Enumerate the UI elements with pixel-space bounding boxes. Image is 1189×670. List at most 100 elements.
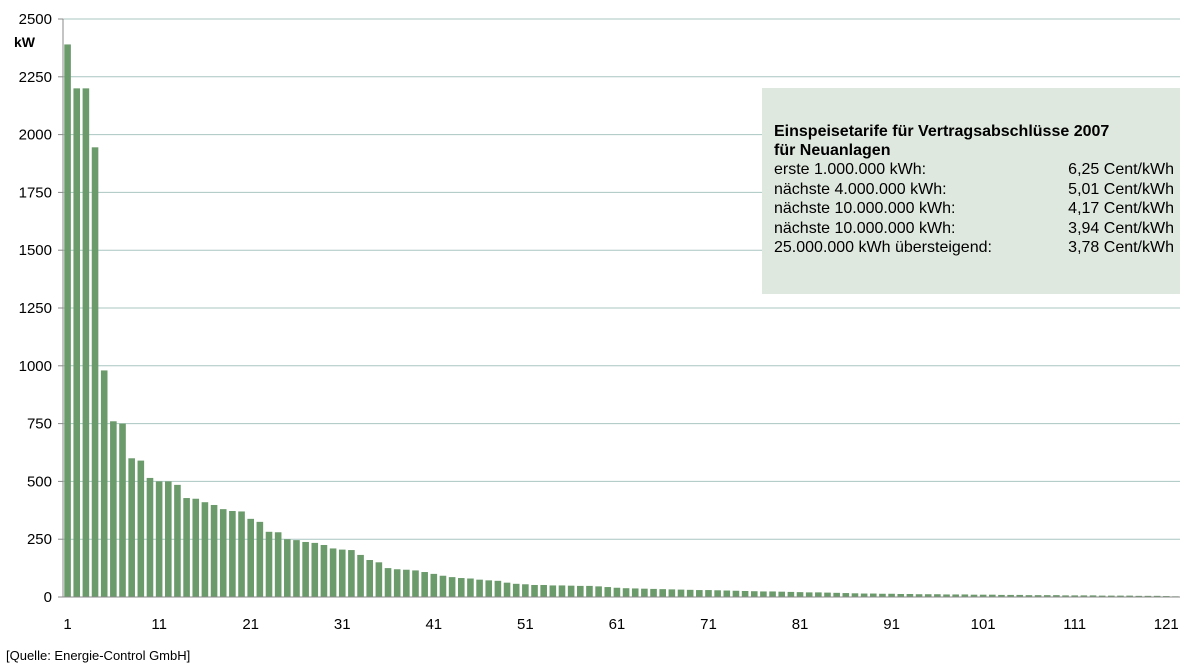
bar <box>750 591 758 597</box>
bar <box>293 540 300 597</box>
tariff-label: nächste 10.000.000 kWh: <box>774 219 956 237</box>
bar <box>210 504 218 597</box>
tariff-legend: Einspeisetarife für Vertragsabschlüsse 2… <box>762 88 1180 294</box>
tariff-rate: 3,78 Cent/kWh <box>1068 239 1174 256</box>
tariff-row: erste 1.000.000 kWh: 6,25 Cent/kWh <box>774 160 1180 180</box>
bar <box>1135 595 1143 597</box>
bar <box>375 562 383 597</box>
x-tick-label: 101 <box>971 616 996 633</box>
bar <box>769 591 776 597</box>
bar <box>879 593 886 597</box>
bar <box>998 594 1005 597</box>
x-tick-label: 51 <box>517 616 534 633</box>
x-tick-label: 91 <box>883 616 900 633</box>
bar <box>247 518 254 597</box>
bar <box>952 594 959 597</box>
tariff-row: nächste 10.000.000 kWh: 4,17 Cent/kWh <box>774 199 1180 219</box>
bar <box>174 484 181 597</box>
bar <box>274 532 282 597</box>
bar <box>119 423 126 597</box>
y-tick-label: 1250 <box>19 300 52 317</box>
bar <box>924 594 932 597</box>
bar <box>512 583 520 597</box>
bar <box>677 589 685 597</box>
bar <box>1144 595 1152 597</box>
y-tick-label: 1500 <box>19 242 52 259</box>
y-tick-label: 0 <box>44 589 52 606</box>
tariff-rate: 6,25 Cent/kWh <box>1068 161 1174 178</box>
bar <box>137 460 145 597</box>
bar <box>503 582 511 597</box>
bar <box>714 590 721 597</box>
bar <box>357 554 364 597</box>
y-tick-label: 2250 <box>19 69 52 86</box>
bar <box>732 590 740 597</box>
bar <box>100 370 108 597</box>
bar <box>705 590 712 597</box>
x-tick-label: 11 <box>151 616 167 633</box>
bar <box>970 594 978 597</box>
bar <box>1080 595 1088 597</box>
bar <box>787 591 795 597</box>
bar <box>110 421 117 597</box>
bar <box>1098 595 1106 597</box>
bar <box>1007 594 1014 597</box>
bar <box>842 593 850 597</box>
bar <box>915 594 923 597</box>
y-tick-label: 2500 <box>19 11 52 28</box>
bar <box>229 510 236 597</box>
bar <box>1126 595 1133 597</box>
bar <box>329 548 337 597</box>
bar <box>128 458 135 597</box>
bar <box>595 586 602 597</box>
bar <box>164 481 172 597</box>
bar <box>577 585 584 597</box>
y-tick-label: 1000 <box>19 358 52 375</box>
x-tick-label: 121 <box>1154 616 1179 633</box>
y-tick-label: 1750 <box>19 184 52 201</box>
bar <box>778 591 786 597</box>
bar <box>1153 595 1161 597</box>
bar <box>302 541 309 597</box>
bar <box>146 477 154 597</box>
tariff-row: nächste 4.000.000 kWh: 5,01 Cent/kWh <box>774 180 1180 200</box>
bar <box>238 511 245 597</box>
bar <box>934 594 941 597</box>
y-tick-label: 250 <box>27 531 52 548</box>
x-tick-label: 111 <box>1063 616 1086 633</box>
bar <box>522 584 529 597</box>
x-tick-label: 41 <box>425 616 442 633</box>
bar <box>613 587 621 597</box>
y-tick-label: 2000 <box>19 127 52 144</box>
bar <box>796 592 804 597</box>
bar <box>696 590 703 597</box>
x-tick-labels: 1 11 21 31 41 51 61 71 81 91 101 111 121 <box>63 616 1178 633</box>
bar <box>1043 595 1051 597</box>
x-tick-label: 31 <box>334 616 351 633</box>
bar <box>641 588 648 597</box>
bar <box>467 578 474 597</box>
tariff-label: nächste 4.000.000 kWh: <box>774 180 947 198</box>
bar <box>540 584 547 597</box>
bar <box>219 509 227 597</box>
bar <box>888 593 895 597</box>
y-tick-label: 750 <box>27 416 52 433</box>
bar <box>723 590 731 597</box>
bar <box>384 568 392 597</box>
bar <box>284 539 291 597</box>
bar <box>155 481 163 597</box>
y-tick-label: 500 <box>27 473 52 490</box>
bar <box>448 577 456 597</box>
legend-title-line1: Einspeisetarife für Vertragsabschlüsse 2… <box>774 123 1110 140</box>
bar <box>265 531 273 597</box>
bar <box>805 592 813 597</box>
bar <box>567 585 575 597</box>
bar <box>439 575 447 597</box>
bar <box>457 578 465 597</box>
bar <box>338 549 346 597</box>
bar <box>82 88 90 598</box>
bar <box>833 592 840 597</box>
bar <box>412 570 419 597</box>
bar <box>851 593 859 597</box>
y-tick-labels: 0 250 500 750 1000 1250 1500 1750 2000 2250 2500 <box>19 11 52 606</box>
